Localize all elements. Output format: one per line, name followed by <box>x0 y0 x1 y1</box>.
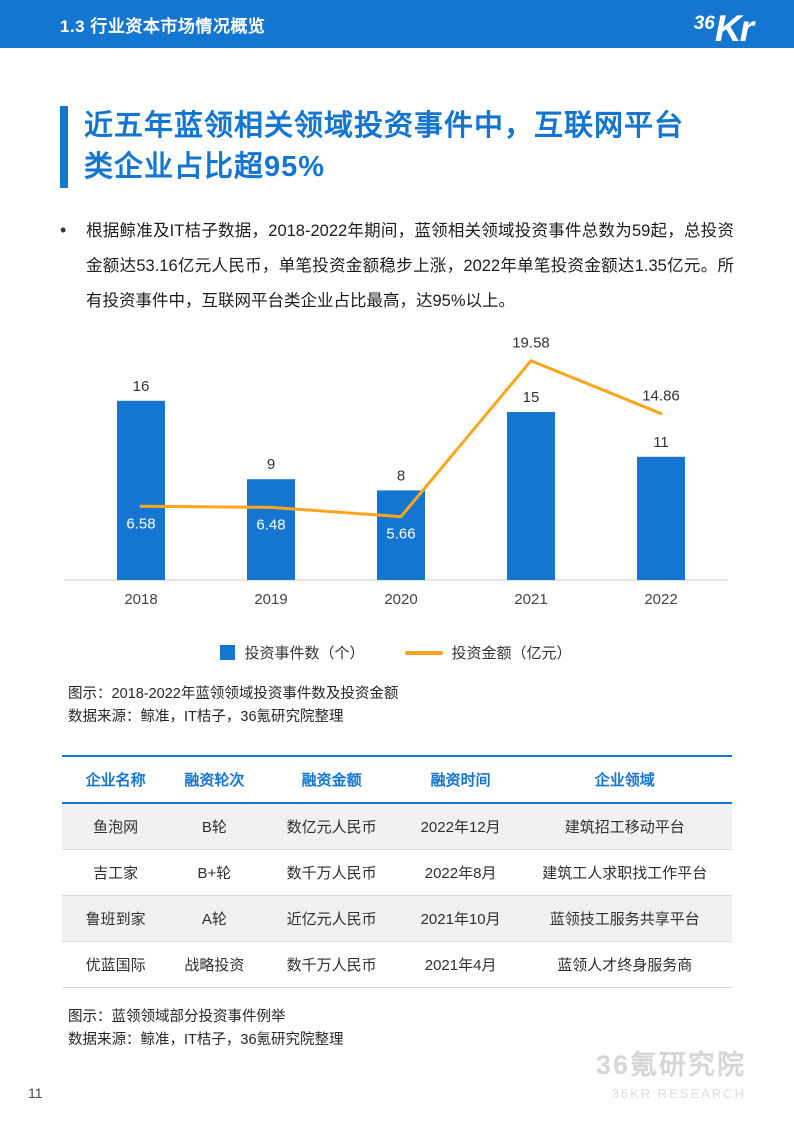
svg-text:2020: 2020 <box>384 591 417 608</box>
table-row: 鲁班到家 A轮 近亿元人民币 2021年10月 蓝领技工服务共享平台 <box>62 895 732 943</box>
bullet-marker: • <box>60 220 67 241</box>
legend-line-label: 投资金额（亿元） <box>451 645 572 663</box>
table-row: 吉工家 B+轮 数千万人民币 2022年8月 建筑工人求职找工作平台 <box>62 849 732 897</box>
table-cell: 鲁班到家 <box>62 895 170 943</box>
table-cell: 2022年8月 <box>403 849 518 897</box>
table-header-date: 融资时间 <box>403 755 518 805</box>
section-title: 1.3 行业资本市场情况概览 <box>60 16 266 36</box>
legend-line-item: 投资金额（亿元） <box>404 642 572 663</box>
table-cell: 蓝领人才终身服务商 <box>517 941 732 989</box>
table-row: 优蓝国际 战略投资 数千万人民币 2021年4月 蓝领人才终身服务商 <box>62 941 732 989</box>
svg-text:6.58: 6.58 <box>126 516 155 533</box>
svg-text:6.48: 6.48 <box>256 517 285 534</box>
logo-36-text: 36 <box>693 13 715 34</box>
chart-caption: 图示：2018-2022年蓝领领域投资事件数及投资金额 数据来源：鲸准，IT桔子… <box>68 683 794 729</box>
table-cell: 吉工家 <box>62 849 170 897</box>
svg-text:15: 15 <box>523 389 540 406</box>
svg-text:9: 9 <box>267 456 275 473</box>
table-cell: 蓝领技工服务共享平台 <box>517 895 732 943</box>
table-cell: B轮 <box>169 803 260 851</box>
legend-bar-item: 投资事件数（个） <box>220 642 365 663</box>
watermark-en: 36KR RESEARCH <box>611 1086 746 1101</box>
table-cell: 数亿元人民币 <box>259 803 404 851</box>
bar-swatch-icon <box>220 645 236 661</box>
svg-text:11: 11 <box>653 434 669 451</box>
table-cell: 建筑工人求职找工作平台 <box>517 849 732 897</box>
table-cell: B+轮 <box>169 849 260 897</box>
table-cell: 2022年12月 <box>403 803 518 851</box>
table-cell: 2021年10月 <box>403 895 518 943</box>
chart-caption-line2: 数据来源：鲸准，IT桔子，36氪研究院整理 <box>68 709 344 726</box>
table-cell: 数千万人民币 <box>259 849 404 897</box>
title-block: 近五年蓝领相关领域投资事件中，互联网平台类企业占比超95% <box>60 106 734 189</box>
table-header-company: 企业名称 <box>62 755 170 805</box>
svg-text:2019: 2019 <box>254 591 287 608</box>
table-header-round: 融资轮次 <box>169 755 260 805</box>
table-cell: 数千万人民币 <box>259 941 404 989</box>
table-cell: 近亿元人民币 <box>259 895 404 943</box>
table-caption-line1: 图示：蓝领领域部分投资事件例举 <box>68 1009 286 1026</box>
page-title: 近五年蓝领相关领域投资事件中，互联网平台类企业占比超95% <box>84 110 685 184</box>
svg-text:16: 16 <box>133 378 150 395</box>
table-cell: A轮 <box>169 895 260 943</box>
chart-legend: 投资事件数（个） 投资金额（亿元） <box>56 642 736 663</box>
line-swatch-icon <box>404 650 443 655</box>
summary-paragraph: • 根据鲸准及IT桔子数据，2018-2022年期间，蓝领相关领域投资事件总数为… <box>60 214 734 318</box>
investment-chart: 16 2018 9 2019 8 2020 15 2021 11 2022 6.58 6.48 5.66… <box>56 328 736 638</box>
svg-text:5.66: 5.66 <box>386 526 415 543</box>
watermark-cn: 36氪研究院 <box>595 1050 746 1080</box>
svg-text:2021: 2021 <box>514 591 547 608</box>
svg-text:14.86: 14.86 <box>642 388 680 405</box>
summary-text: 根据鲸准及IT桔子数据，2018-2022年期间，蓝领相关领域投资事件总数为59… <box>86 222 734 310</box>
chart-canvas: 16 2018 9 2019 8 2020 15 2021 11 2022 6.58 6.48 5.66… <box>64 335 728 608</box>
watermark: 36氪研究院 36KR RESEARCH <box>596 1043 746 1101</box>
chart-caption-line1: 图示：2018-2022年蓝领领域投资事件数及投资金额 <box>68 686 399 703</box>
table-caption: 图示：蓝领领域部分投资事件例举 数据来源：鲸准，IT桔子，36氪研究院整理 <box>68 1006 794 1052</box>
header-bar: 1.3 行业资本市场情况概览 36Kr <box>0 0 794 49</box>
table-cell: 2021年4月 <box>403 941 518 989</box>
table-cell: 建筑招工移动平台 <box>517 803 732 851</box>
legend-bar-label: 投资事件数（个） <box>244 645 365 663</box>
logo-kr-text: Kr <box>714 8 754 49</box>
table-header-field: 企业领域 <box>517 755 732 805</box>
investment-table: 企业名称 融资轮次 融资金额 融资时间 企业领域 鱼泡网 B轮 数亿元人民币 2… <box>62 755 732 989</box>
table-cell: 优蓝国际 <box>62 941 170 989</box>
page-number: 11 <box>28 1085 43 1101</box>
table-row: 鱼泡网 B轮 数亿元人民币 2022年12月 建筑招工移动平台 <box>62 803 732 851</box>
table-cell: 战略投资 <box>169 941 260 989</box>
svg-text:8: 8 <box>397 468 405 485</box>
svg-text:19.58: 19.58 <box>512 335 550 352</box>
table-caption-line2: 数据来源：鲸准，IT桔子，36氪研究院整理 <box>68 1031 344 1048</box>
logo-36kr: 36Kr <box>693 0 754 61</box>
svg-text:2022: 2022 <box>644 591 677 608</box>
table-header-row: 企业名称 融资轮次 融资金额 融资时间 企业领域 <box>62 755 732 805</box>
svg-text:2018: 2018 <box>124 591 157 608</box>
table-cell: 鱼泡网 <box>62 803 170 851</box>
table-header-amount: 融资金额 <box>259 755 404 805</box>
